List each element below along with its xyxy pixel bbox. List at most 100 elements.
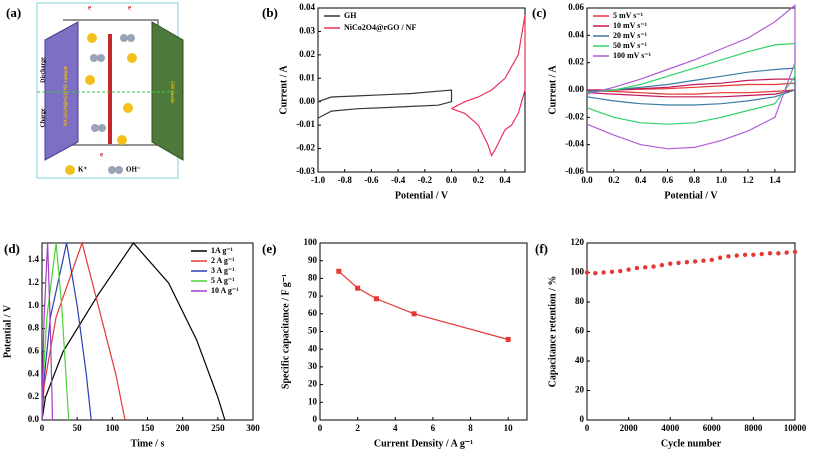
legend-label: 5 A g⁻¹ [211,276,235,285]
y-tick-label: 0.6 [28,346,40,356]
y-tick-label: 20 [575,385,585,395]
y-tick-label: 0.02 [299,49,315,59]
x-tick-label: -0.4 [391,175,406,185]
x-tick-label: -1.0 [311,175,326,185]
electron-label: e [88,4,91,12]
data-line [338,270,509,341]
x-tick-label: -0.6 [364,175,379,185]
legend-label: 3 A g⁻¹ [211,266,235,275]
y-tick-label: 100 [304,237,318,247]
x-tick-label: -0.2 [418,175,433,185]
y-axis-label: Capacitance retention / % [547,276,558,388]
point [676,260,681,266]
legend-label: 2 A g⁻¹ [211,256,235,265]
anode [151,21,184,161]
point [651,264,656,269]
point [709,257,714,263]
y-tick-label: 40 [575,355,585,365]
x-tick-label: 6000 [703,423,722,433]
point [784,250,789,255]
y-tick-label: -0.03 [296,166,315,176]
marker [355,285,361,291]
y-tick-label: 0 [580,414,585,424]
legend-label: 5 mV s⁻¹ [613,11,644,20]
legend-label: GH [344,11,357,20]
point [668,261,673,266]
x-tick-label: 0.4 [499,175,511,185]
x-tick-label: 150 [141,423,155,433]
point [759,251,764,257]
y-tick-label: 0.0 [28,414,40,424]
y-tick-label: 0.06 [568,2,584,12]
point [776,251,781,256]
point [584,270,590,275]
x-tick-label: 10 [504,423,514,433]
point [767,251,773,256]
x-tick-label: 0 [40,423,45,433]
y-tick-label: -0.04 [565,139,584,149]
point [742,252,748,257]
panel-label: (e) [262,241,276,256]
x-tick-label: 2000 [620,423,639,433]
y-tick-label: 1.4 [28,254,40,264]
point [692,259,698,264]
y-tick-label: -0.01 [296,119,315,129]
data-line [586,67,796,106]
plot-frame [319,242,528,421]
x-axis-label: Potential / V [395,190,449,201]
x-tick-label: 50 [73,423,83,433]
cathode [44,21,79,161]
point [593,271,598,276]
cation-label: K⁺ [78,166,87,174]
y-tick-label: 120 [571,237,585,247]
x-axis-label: Time / s [131,438,165,449]
anion-label: OH⁻ [126,166,141,174]
x-tick-label: 0.0 [581,175,593,185]
panel-label: (c) [532,5,546,20]
x-tick-label: 8000 [744,423,763,433]
marker [373,296,379,302]
data-line [586,4,796,150]
x-tick-label: 0 [585,423,590,433]
x-tick-label: 10000 [784,423,807,433]
y-tick-label: 50 [308,326,318,336]
plot-frame [586,242,796,421]
y-tick-label: 0.8 [28,323,40,333]
point [618,268,623,274]
discharge-label: Discharge [40,57,46,83]
x-tick-label: -0.8 [338,175,353,185]
x-axis-label: Potential / V [664,190,718,201]
x-tick-label: 0 [318,423,323,433]
data-line [41,242,92,421]
x-tick-label: 0.2 [608,175,620,185]
y-tick-label: 0.02 [568,57,584,67]
marker [505,336,511,342]
panel-label: (a) [6,5,21,20]
legend-label: NiCo2O4@rGO / NF [344,23,416,32]
y-tick-label: -0.06 [565,166,584,176]
x-tick-label: 100 [106,423,120,433]
y-tick-label: -0.02 [565,111,584,121]
y-tick-label: 0.04 [568,29,584,39]
y-tick-label: 1.2 [28,277,40,287]
point [626,267,631,272]
anion-legend [108,166,116,174]
anode-label: GH anode [169,81,174,104]
x-tick-label: 8 [468,423,473,433]
x-tick-label: 250 [211,423,225,433]
legend-label: 20 mV s⁻¹ [613,31,648,40]
separator [108,34,112,144]
point [734,253,739,258]
y-tick-label: 80 [575,296,585,306]
y-axis-label: Specific capacitance / F g⁻¹ [280,274,291,389]
y-tick-label: 80 [308,272,318,282]
data-line [451,14,526,158]
y-tick-label: 0 [313,414,318,424]
y-tick-label: 0.00 [299,96,315,106]
x-tick-label: 2 [355,423,360,433]
data-line [41,242,226,421]
point [634,265,640,271]
x-tick-label: 6 [431,423,436,433]
anion-legend [115,166,123,174]
